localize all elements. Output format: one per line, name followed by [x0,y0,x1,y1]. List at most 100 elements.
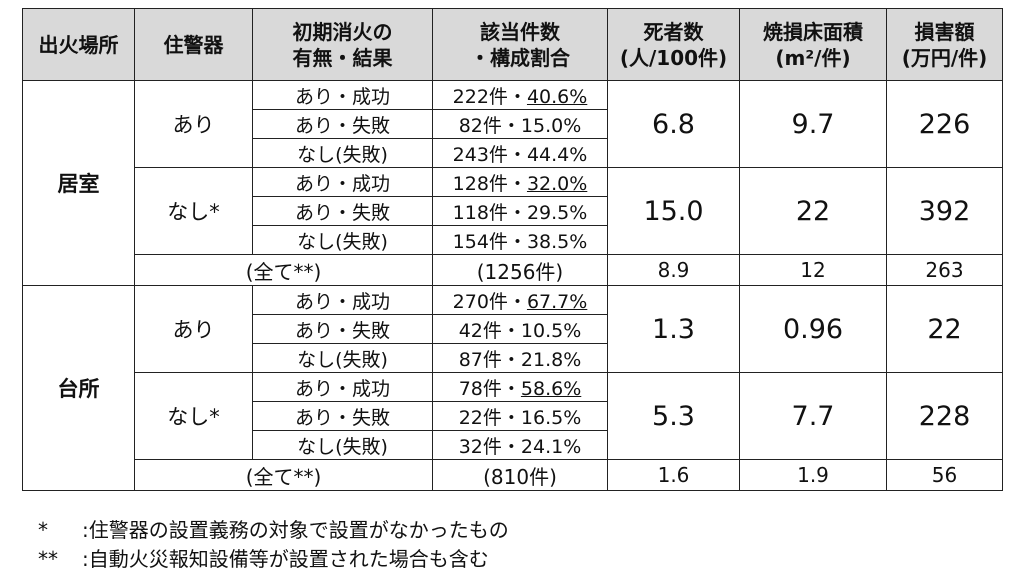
case-percent: 67.7% [526,290,588,313]
initial-result-cell: あり・成功 [252,80,433,110]
fire-statistics-table: 出火場所 住警器 初期消火の 有無・結果 該当件数 ・構成割合 死者数 (人/100件… [22,8,1003,491]
case-count: 87件 [458,348,502,371]
total-row: (全て**) (1256件) 8.9 12 263 [23,254,1003,286]
initial-result-cell: なし(失敗) [252,343,433,373]
deaths-cell: 6.8 [607,80,740,168]
total-area-cell: 12 [739,254,887,286]
table-row: あり・失敗 82件・15.0% [23,109,1003,139]
case-count: 154件 [452,230,508,253]
case-percent: 21.8% [520,348,582,371]
table-row: あり・失敗 118件・29.5% [23,196,1003,226]
case-count: 222件 [452,85,508,108]
initial-result-cell: あり・失敗 [252,314,433,344]
header-burned-area: 焼損床面積 (m²/件) [739,8,887,81]
footnote: *:住警器の設置義務の対象で設置がなかったもの [38,518,509,542]
damage-cell: 22 [886,285,1003,373]
case-percent: 24.1% [520,435,582,458]
case-count-cell: 42件・10.5% [432,314,608,344]
case-count-cell: 118件・29.5% [432,196,608,226]
case-count: 22件 [458,406,502,429]
case-percent: 15.0% [520,114,582,137]
detector-cell: なし* [134,372,253,460]
deaths-cell: 15.0 [607,167,740,255]
separator: ・ [507,201,527,224]
deaths-cell: 5.3 [607,372,740,460]
case-count: 82件 [458,114,502,137]
footnotes: *:住警器の設置義務の対象で設置がなかったもの **:自動火災報知設備等が設置さ… [38,516,509,574]
case-percent: 16.5% [520,406,582,429]
case-count-cell: 270件・67.7% [432,285,608,315]
damage-cell: 228 [886,372,1003,460]
case-count-cell: 87件・21.8% [432,343,608,373]
case-count: 78件 [458,377,502,400]
burned-area-cell: 9.7 [739,80,887,168]
case-percent: 40.6% [526,85,588,108]
separator: ・ [507,172,527,195]
header-deaths: 死者数 (人/100件) [607,8,740,81]
location-cell: 台所 [22,285,135,491]
burned-area-cell: 0.96 [739,285,887,373]
table-row: なし(失敗) 32件・24.1% [23,430,1003,460]
total-row: (全て**) (810件) 1.6 1.9 56 [23,459,1003,491]
separator: ・ [507,290,527,313]
initial-result-cell: なし(失敗) [252,138,433,168]
initial-result-cell: あり・成功 [252,285,433,315]
case-count: 128件 [452,172,508,195]
damage-cell: 392 [886,167,1003,255]
initial-result-cell: なし(失敗) [252,225,433,255]
total-deaths-cell: 1.6 [607,459,740,491]
total-label-cell: (全て**) [134,254,433,286]
case-count-cell: 154件・38.5% [432,225,608,255]
case-count: 243件 [452,143,508,166]
case-percent: 44.4% [526,143,588,166]
header-initial-extinguish: 初期消火の 有無・結果 [252,8,433,81]
total-damage-cell: 56 [886,459,1003,491]
case-count-cell: 82件・15.0% [432,109,608,139]
case-count: 118件 [452,201,508,224]
table-row: 居室 あり あり・成功 222件・40.6% 6.8 9.7 226 [22,80,1003,286]
location-cell: 居室 [22,80,135,286]
separator: ・ [501,114,521,137]
table-row: 台所 あり あり・成功 270件・67.7% 1.3 0.96 22 [22,285,1003,491]
header-detector: 住警器 [134,8,253,81]
case-count-cell: 243件・44.4% [432,138,608,168]
burned-area-cell: 22 [739,167,887,255]
total-area-cell: 1.9 [739,459,887,491]
case-count-cell: 22件・16.5% [432,401,608,431]
initial-result-cell: なし(失敗) [252,430,433,460]
header-cases: 該当件数 ・構成割合 [432,8,608,81]
case-percent: 10.5% [520,319,582,342]
table-row: なし* あり・成功 78件・58.6% 5.3 7.7 228 [23,372,1003,460]
case-count: 270件 [452,290,508,313]
total-count-cell: (810件) [432,459,608,491]
case-percent: 32.0% [526,172,588,195]
table-row: なし* あり・成功 128件・32.0% 15.0 22 392 [23,167,1003,255]
table-row: なし(失敗) 243件・44.4% [23,138,1003,168]
separator: ・ [507,85,527,108]
table-row: あり・失敗 22件・16.5% [23,401,1003,431]
case-count-cell: 32件・24.1% [432,430,608,460]
total-label-cell: (全て**) [134,459,433,491]
table-header: 出火場所 住警器 初期消火の 有無・結果 該当件数 ・構成割合 死者数 (人/100件… [22,8,1003,81]
separator: ・ [501,435,521,458]
burned-area-cell: 7.7 [739,372,887,460]
footnote: **:自動火災報知設備等が設置された場合も含む [38,547,489,571]
damage-cell: 226 [886,80,1003,168]
initial-result-cell: あり・成功 [252,167,433,197]
case-count-cell: 128件・32.0% [432,167,608,197]
total-count-cell: (1256件) [432,254,608,286]
deaths-cell: 1.3 [607,285,740,373]
case-percent: 29.5% [526,201,588,224]
total-deaths-cell: 8.9 [607,254,740,286]
case-count: 32件 [458,435,502,458]
initial-result-cell: あり・失敗 [252,109,433,139]
separator: ・ [501,377,521,400]
initial-result-cell: あり・失敗 [252,196,433,226]
case-count-cell: 78件・58.6% [432,372,608,402]
initial-result-cell: あり・成功 [252,372,433,402]
separator: ・ [501,319,521,342]
header-location: 出火場所 [22,8,135,81]
separator: ・ [507,230,527,253]
header-damage: 損害額 (万円/件) [886,8,1003,81]
separator: ・ [501,348,521,371]
